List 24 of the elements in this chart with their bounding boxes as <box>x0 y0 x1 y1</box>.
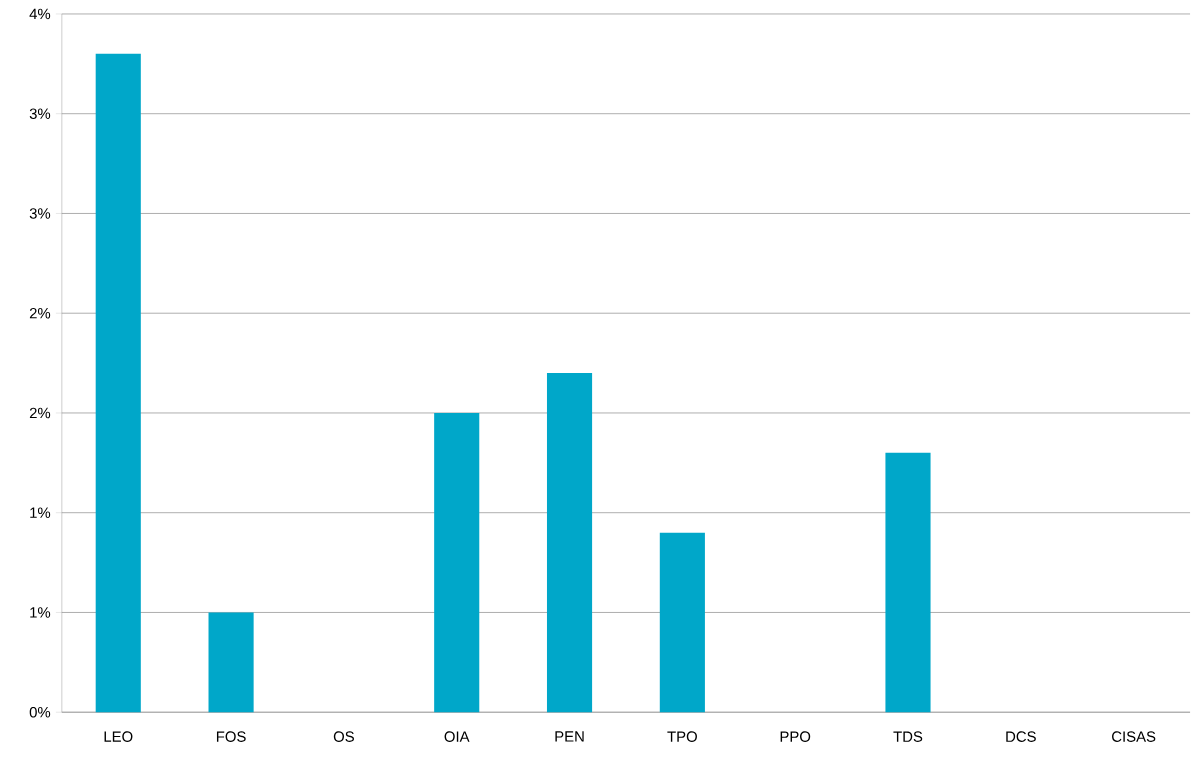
y-tick-label: 1% <box>30 607 51 618</box>
x-tick-label: OS <box>333 731 354 742</box>
bar <box>208 612 254 713</box>
y-tick-label: 3% <box>29 108 51 119</box>
x-tick-label: PEN <box>555 731 584 742</box>
y-tick-label: 4% <box>29 8 51 20</box>
bar <box>546 373 593 713</box>
y-tick-label: 2% <box>29 407 51 419</box>
y-tick-label: 3% <box>29 208 51 219</box>
bar <box>885 452 931 713</box>
bar <box>659 532 705 713</box>
y-tick-label: 2% <box>29 307 51 319</box>
y-tick-label: 0% <box>29 706 51 718</box>
x-tick-label: FOS <box>216 731 246 742</box>
bar <box>434 412 480 713</box>
x-tick-label: PPO <box>780 731 811 742</box>
x-tick-label: TDS <box>893 731 923 742</box>
x-tick-label: OIA <box>444 731 470 742</box>
y-tick-label: 1% <box>30 507 51 518</box>
x-tick-label: CISAS <box>1112 731 1156 742</box>
x-tick-label: DCS <box>1006 731 1036 742</box>
bar <box>95 53 141 713</box>
x-tick-label: TPO <box>667 731 697 742</box>
x-tick-label: LEO <box>104 731 133 742</box>
